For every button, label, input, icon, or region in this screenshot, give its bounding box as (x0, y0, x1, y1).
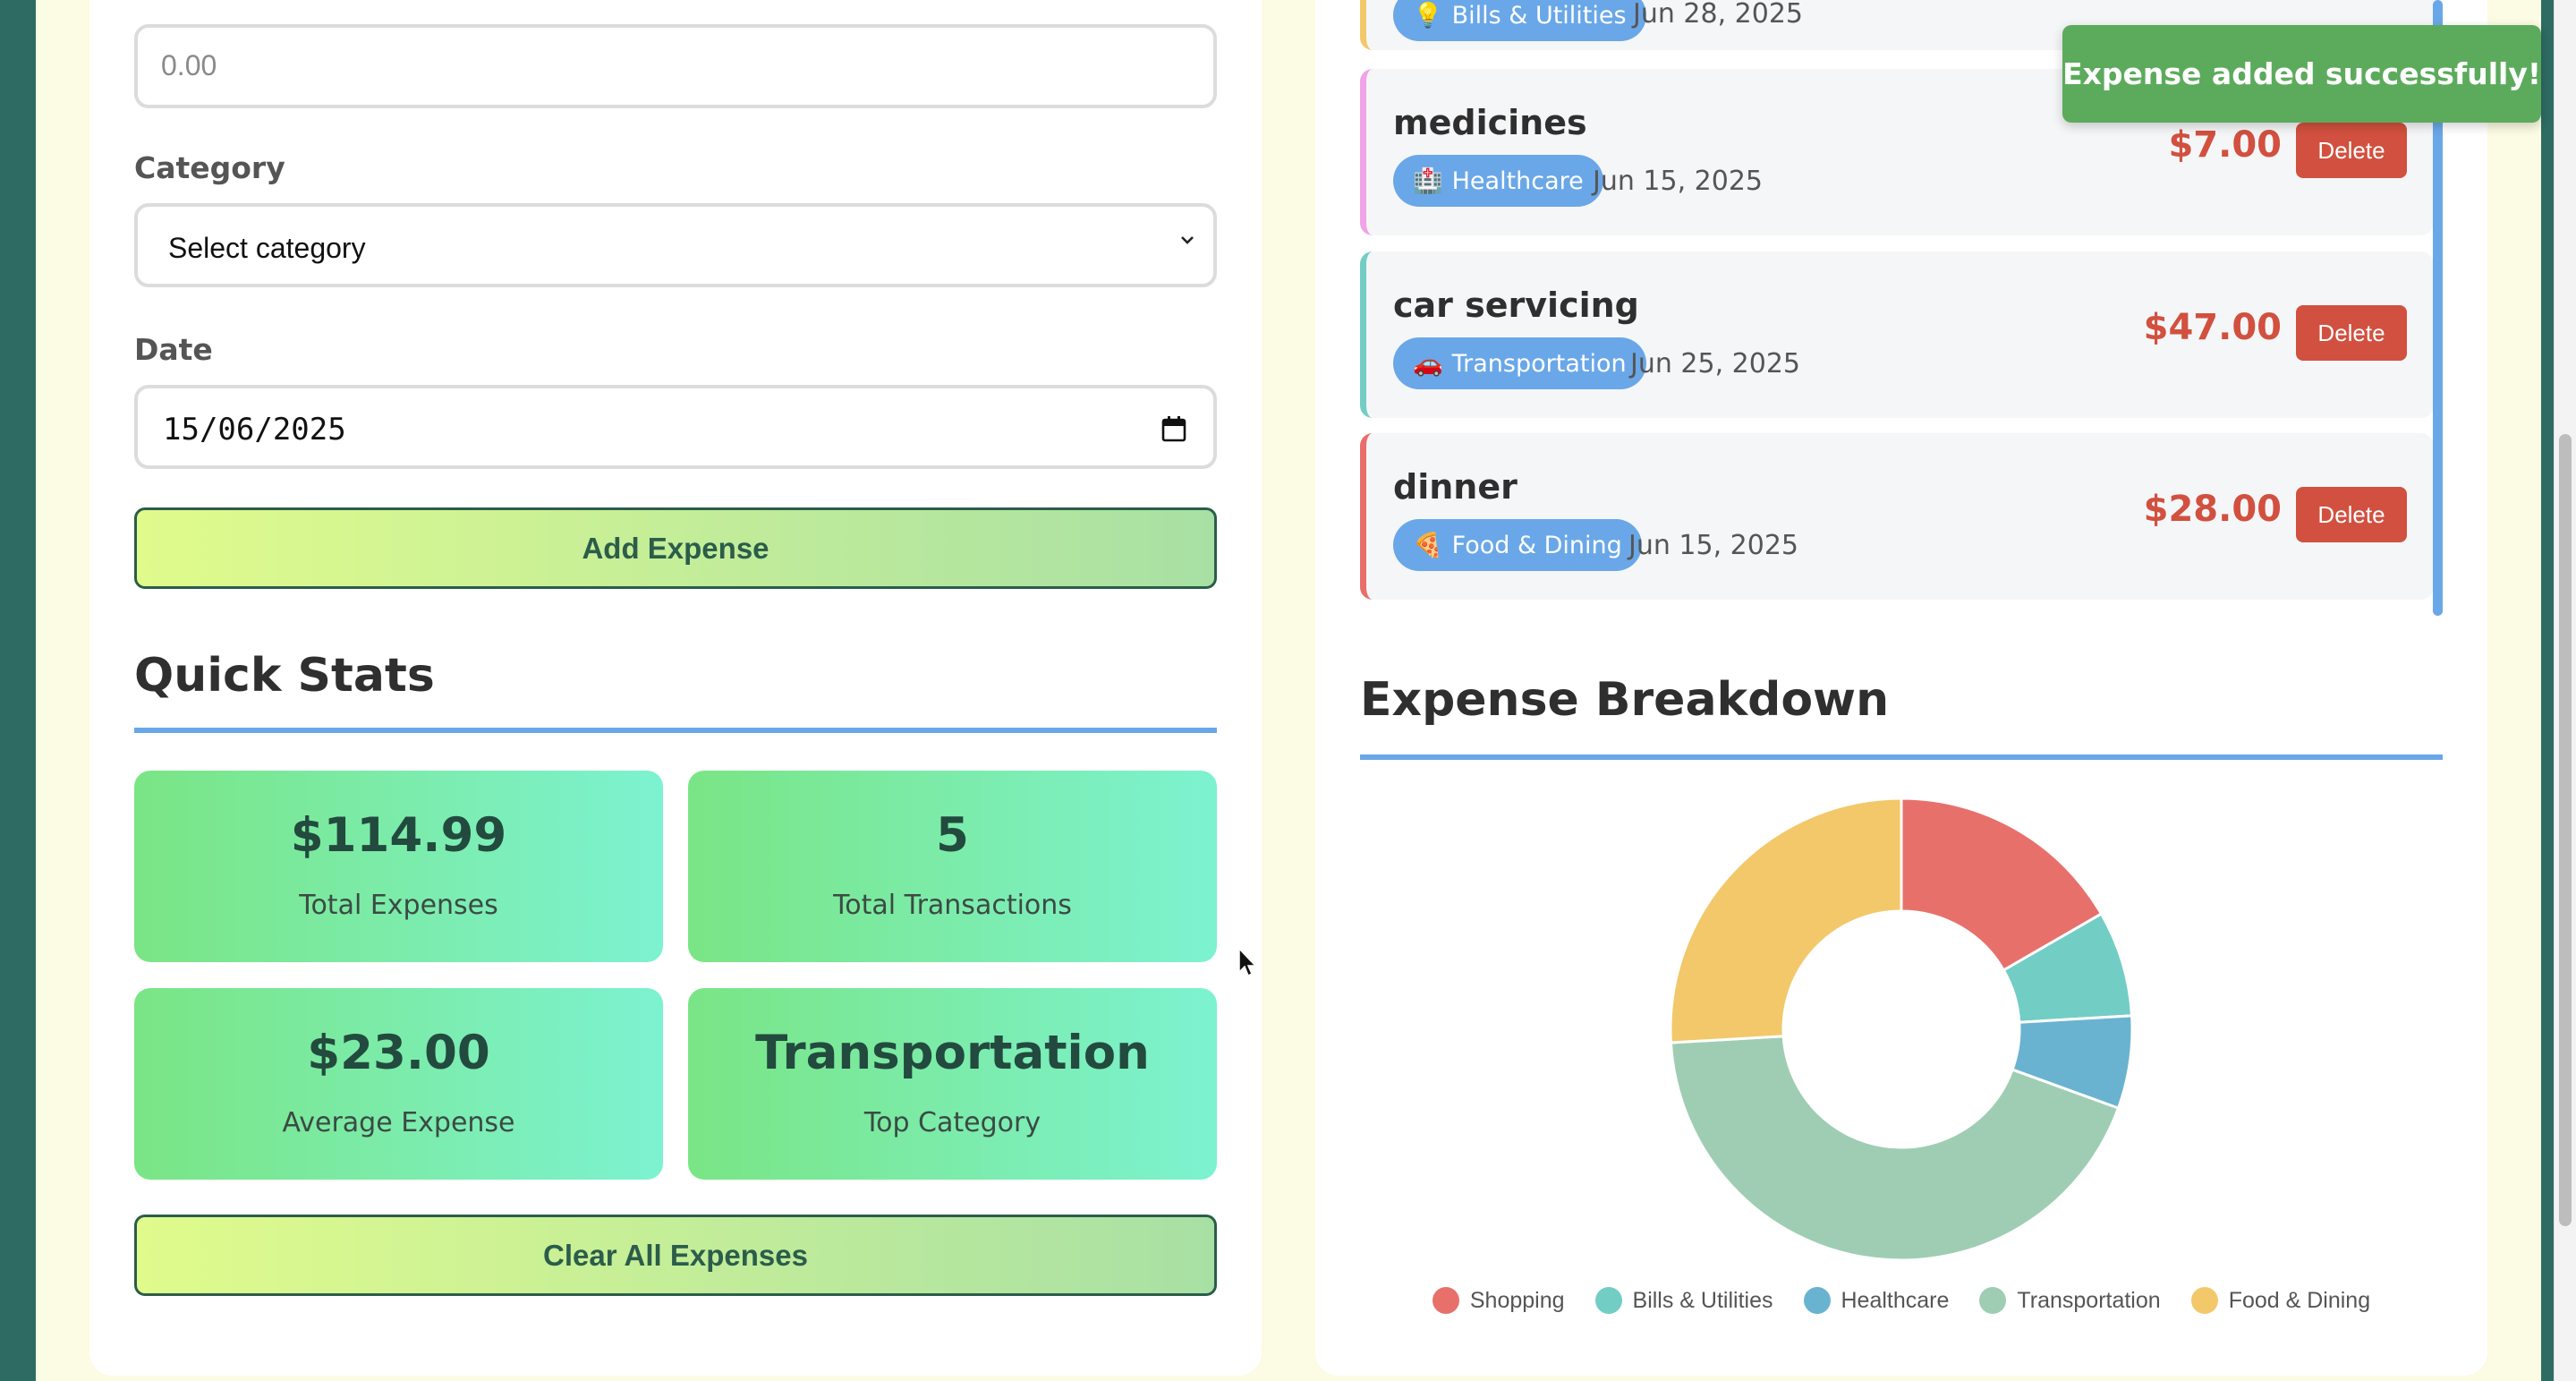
delete-button[interactable]: Delete (2296, 123, 2407, 178)
car-icon: 🚗 (1413, 350, 1443, 378)
legend-swatch (1432, 1287, 1459, 1314)
expense-breakdown-title: Expense Breakdown (1360, 673, 1890, 727)
category-badge-label: Bills & Utilities (1451, 1, 1627, 30)
date-input[interactable]: 15/06/2025 (134, 385, 1217, 469)
expense-date: Jun 25, 2025 (1630, 348, 1801, 379)
category-badge-label: Healthcare (1451, 166, 1584, 195)
date-value: 15/06/2025 (163, 412, 346, 448)
category-select-value: Select category (168, 232, 366, 264)
legend-item[interactable]: Healthcare (1803, 1287, 1950, 1314)
expense-breakdown-divider (1360, 754, 2443, 760)
mouse-cursor-icon (1238, 947, 1257, 977)
legend-swatch (1594, 1287, 1622, 1314)
page-scrollbar-thumb[interactable] (2559, 434, 2572, 1226)
legend-item[interactable]: Bills & Utilities (1594, 1287, 1773, 1314)
expense-name: car servicing (1393, 286, 1639, 325)
stat-card-total-expenses: $114.99 Total Expenses (134, 771, 663, 962)
delete-button[interactable]: Delete (2296, 487, 2407, 542)
stat-card-total-transactions: 5 Total Transactions (688, 771, 1217, 962)
amount-input[interactable]: 0.00 (134, 24, 1217, 108)
bulb-icon: 💡 (1413, 2, 1443, 30)
add-expense-button[interactable]: Add Expense (134, 507, 1217, 589)
legend-label: Shopping (1469, 1287, 1565, 1313)
expense-donut-chart (1669, 797, 2134, 1262)
chart-legend: Shopping Bills & Utilities Healthcare Trans… (1432, 1287, 2371, 1314)
date-label: Date (134, 332, 213, 367)
legend-label: Food & Dining (2228, 1287, 2371, 1313)
legend-item[interactable]: Transportation (1979, 1287, 2161, 1314)
stat-label: Average Expense (282, 1107, 515, 1138)
expense-list-item: medicines 🏥 Healthcare Jun 15, 2025 $7.0… (1360, 69, 2434, 235)
expense-amount: $7.00 (2168, 124, 2282, 166)
expense-date: Jun 28, 2025 (1633, 0, 1804, 30)
stat-label: Top Category (863, 1107, 1041, 1138)
chevron-down-icon (1181, 236, 1194, 244)
category-select[interactable]: Select category (134, 203, 1217, 287)
stat-value: $114.99 (290, 808, 507, 863)
legend-swatch (1979, 1287, 2007, 1314)
page-scrollbar[interactable] (2554, 0, 2576, 1381)
hospital-icon: 🏥 (1413, 167, 1443, 195)
stat-label: Total Expenses (299, 890, 498, 921)
success-toast: Expense added successfully! (2062, 25, 2541, 123)
quick-stats-divider (134, 728, 1217, 733)
legend-item[interactable]: Shopping (1432, 1287, 1565, 1314)
legend-swatch (2190, 1287, 2218, 1314)
expense-list-scrollbar[interactable] (2433, 0, 2443, 616)
legend-item[interactable]: Food & Dining (2190, 1287, 2371, 1314)
category-badge: 🍕 Food & Dining (1393, 519, 1642, 571)
stat-card-average-expense: $23.00 Average Expense (134, 988, 663, 1180)
donut-slice-food-dining[interactable] (1669, 797, 1903, 1044)
donut-slice-transportation[interactable] (1669, 1035, 2121, 1262)
expense-amount: $47.00 (2143, 307, 2282, 348)
stat-value: 5 (936, 808, 969, 863)
expense-date: Jun 15, 2025 (1628, 530, 1799, 561)
expense-date: Jun 15, 2025 (1593, 166, 1764, 197)
category-badge-label: Food & Dining (1451, 531, 1622, 559)
donut-slice-shopping[interactable] (1900, 797, 2104, 973)
category-badge: 🏥 Healthcare (1393, 155, 1603, 207)
category-label: Category (134, 150, 285, 185)
clear-all-expenses-button[interactable]: Clear All Expenses (134, 1215, 1217, 1296)
expense-list-item: dinner 🍕 Food & Dining Jun 15, 2025 $28.… (1360, 433, 2434, 600)
expense-name: dinner (1393, 467, 1518, 507)
stat-value: Transportation (755, 1026, 1150, 1080)
stat-label: Total Transactions (833, 890, 1072, 921)
expense-name: medicines (1393, 103, 1587, 142)
category-badge: 💡 Bills & Utilities (1393, 0, 1646, 41)
legend-label: Transportation (2017, 1287, 2161, 1313)
category-badge-label: Transportation (1451, 349, 1627, 378)
amount-placeholder: 0.00 (161, 49, 217, 81)
legend-label: Healthcare (1841, 1287, 1950, 1313)
quick-stats-title: Quick Stats (134, 649, 435, 703)
stat-card-top-category: Transportation Top Category (688, 988, 1217, 1180)
stat-value: $23.00 (307, 1026, 490, 1080)
pizza-icon: 🍕 (1413, 532, 1443, 559)
legend-swatch (1803, 1287, 1831, 1314)
expense-list-item: car servicing 🚗 Transportation Jun 25, 2… (1360, 251, 2434, 418)
legend-label: Bills & Utilities (1632, 1287, 1773, 1313)
delete-button[interactable]: Delete (2296, 305, 2407, 361)
calendar-icon[interactable] (1161, 415, 1186, 442)
category-badge: 🚗 Transportation (1393, 337, 1646, 389)
expense-amount: $28.00 (2143, 489, 2282, 530)
